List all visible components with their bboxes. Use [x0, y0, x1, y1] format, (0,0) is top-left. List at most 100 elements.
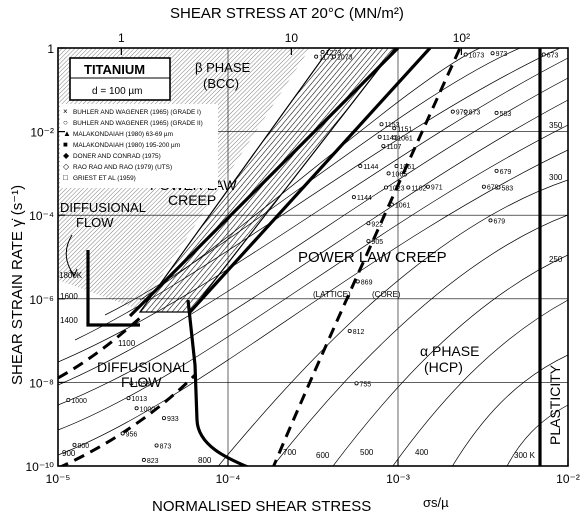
x2-axis-label: SHEAR STRESS AT 20°C (MN/m²)	[170, 5, 404, 22]
data-point	[127, 397, 130, 400]
region-label: PLASTICITY	[547, 364, 563, 445]
data-point-label: 1144	[363, 164, 378, 171]
data-point	[382, 144, 385, 147]
annotation-label: (CORE)	[372, 290, 401, 299]
data-point-label: 1061	[400, 164, 416, 171]
data-point-label: 1073	[337, 55, 353, 62]
data-point-label: 583	[501, 185, 513, 192]
data-point-label: 873	[469, 110, 481, 117]
x-tick-label: 10⁻⁴	[216, 472, 241, 486]
data-point	[482, 185, 485, 188]
legend-marker: ×	[63, 107, 68, 116]
data-point-label: 583	[500, 111, 512, 118]
data-point-label: 673	[547, 52, 559, 59]
x2-tick-label: 1	[118, 31, 125, 45]
temperature-label: 1100	[118, 339, 136, 348]
legend-marker: ◇	[63, 162, 70, 171]
y-axis-label: SHEAR STRAIN RATE γ̇ (s⁻¹)	[9, 185, 26, 385]
data-point	[121, 432, 124, 435]
temperature-label: 500	[360, 448, 374, 457]
legend-entry: MALAKONDAIAH (1980) 63-69 µm	[73, 131, 173, 138]
data-point	[321, 50, 324, 53]
material-name: TITANIUM	[84, 62, 145, 77]
region-label: DIFFUSIONAL	[60, 200, 146, 215]
data-point	[384, 186, 387, 189]
legend-entry: BUHLER AND WAGENER (1965) (GRADE II)	[73, 120, 203, 127]
region-label: (BCC)	[203, 76, 239, 91]
grain-size: d = 100 µm	[92, 86, 143, 97]
data-point	[407, 186, 410, 189]
legend-entry: MALAKONDAIAH (1980) 195-200 µm	[73, 142, 180, 149]
data-point	[393, 127, 396, 130]
data-point-label: 1000	[140, 406, 156, 413]
data-point-label: 1065	[392, 171, 408, 178]
x-tick-label: 10⁻³	[386, 472, 410, 486]
data-point	[464, 110, 467, 113]
data-point-label: 1013	[132, 396, 148, 403]
temperature-label: 350	[549, 121, 563, 130]
legend-marker: ○	[63, 118, 68, 127]
y-tick-label: 10⁻⁶	[29, 293, 54, 307]
legend-marker: ▲	[63, 129, 71, 138]
data-point-label: 933	[167, 416, 179, 423]
data-point	[387, 172, 390, 175]
data-point-label: 873	[160, 443, 172, 450]
region-label: CREEP	[168, 192, 216, 208]
temperature-label: 1800K	[59, 271, 83, 280]
data-point	[464, 53, 467, 56]
legend-entry: RAO RAO AND RAO (1979) (UTS)	[73, 164, 172, 171]
data-point	[135, 407, 138, 410]
region-label: β PHASE	[195, 60, 250, 75]
temperature-label: 1400	[60, 316, 78, 325]
region-label: α PHASE	[420, 343, 479, 359]
data-point-label: 922	[371, 221, 383, 228]
x-tick-label: 10⁻²	[556, 472, 580, 486]
temperature-label: 600	[316, 451, 330, 460]
data-point	[367, 222, 370, 225]
data-point	[380, 123, 383, 126]
temperature-label: 1600	[60, 292, 78, 301]
data-point-label: 812	[353, 329, 365, 336]
x2-tick-label: 10²	[453, 31, 470, 45]
data-point	[332, 55, 335, 58]
data-point	[142, 458, 145, 461]
data-point-label: 1073	[469, 52, 485, 59]
data-point	[73, 443, 76, 446]
data-point-label: 1173	[319, 55, 334, 62]
data-point-label: 1061	[397, 136, 413, 143]
x2-tick-label: 10	[285, 31, 299, 45]
x-axis-label: NORMALISED SHEAR STRESS	[152, 498, 371, 515]
data-point-label: 900	[77, 443, 89, 450]
temperature-label: 700	[283, 448, 297, 457]
data-point-label: 973	[496, 51, 508, 58]
strain-rate-contour	[215, 180, 568, 470]
annotation-label: (LATTICE)	[313, 290, 351, 299]
temperature-label: 300	[549, 173, 563, 182]
data-point	[390, 203, 393, 206]
region-label: DIFFUSIONAL	[97, 359, 190, 375]
y-tick-label: 1	[47, 42, 54, 56]
data-point-label: 823	[147, 458, 159, 465]
data-point	[348, 329, 351, 332]
data-point	[497, 186, 500, 189]
data-point	[489, 219, 492, 222]
data-point	[491, 52, 494, 55]
y-tick-label: 10⁻¹⁰	[26, 460, 55, 474]
temperature-label: 250	[549, 255, 563, 264]
data-point	[367, 240, 370, 243]
data-point-label: 1000	[71, 398, 87, 405]
temperature-label: 300 K	[514, 451, 536, 460]
data-point-label: 1023	[389, 185, 405, 192]
legend-entry: DONER AND CONRAD (1975)	[73, 153, 161, 160]
data-point-label: 679	[493, 218, 505, 225]
data-point	[359, 164, 362, 167]
data-point	[542, 53, 545, 56]
legend-entry: GRIEST ET AL (1959)	[73, 175, 136, 182]
temperature-label: 800	[198, 456, 212, 465]
data-point	[426, 185, 429, 188]
data-point	[155, 444, 158, 447]
legend-marker: □	[63, 173, 68, 182]
y-tick-label: 10⁻⁸	[29, 376, 54, 390]
temperature-label: 400	[415, 448, 429, 457]
data-point-label: 1061	[395, 203, 411, 210]
